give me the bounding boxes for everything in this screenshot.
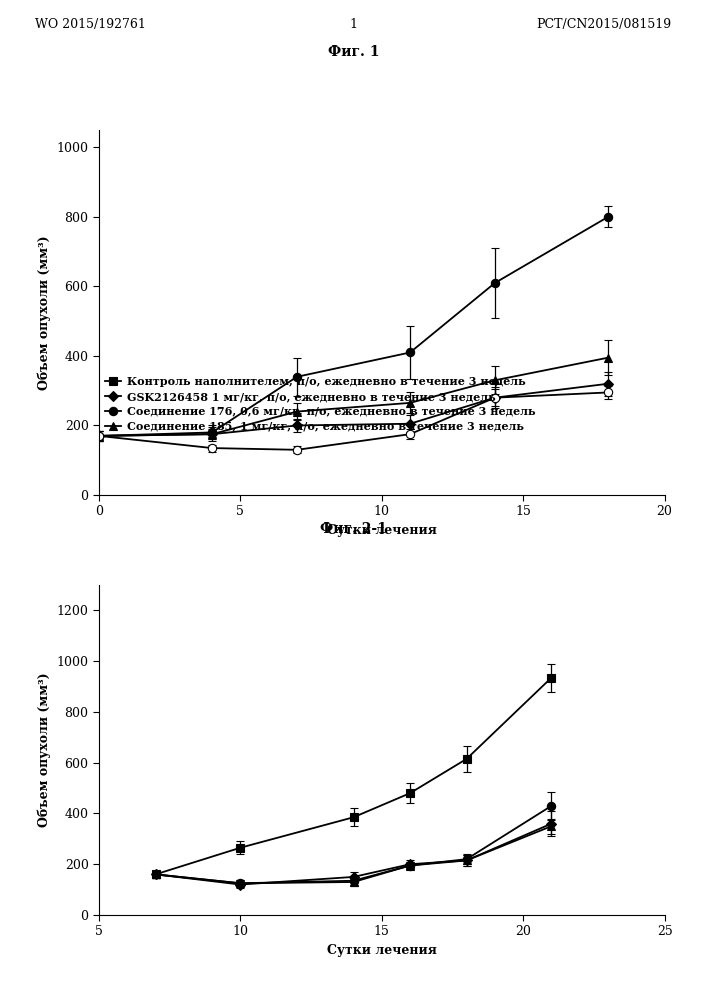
X-axis label: Сутки лечения: Сутки лечения bbox=[327, 944, 437, 957]
Y-axis label: Объем опухоли (мм³): Объем опухоли (мм³) bbox=[37, 673, 51, 827]
Text: WO 2015/192761: WO 2015/192761 bbox=[35, 18, 146, 31]
Y-axis label: Объем опухоли (мм³): Объем опухоли (мм³) bbox=[37, 235, 51, 390]
Legend: Контроль наполнителем, п/о, ежедневно в течение 3 недель, GSK2126458 1 мг/кг, п/: Контроль наполнителем, п/о, ежедневно в … bbox=[105, 376, 535, 432]
Text: Фиг. 2-1: Фиг. 2-1 bbox=[320, 522, 387, 536]
Text: 1: 1 bbox=[349, 18, 358, 31]
Text: Фиг. 1: Фиг. 1 bbox=[328, 45, 379, 59]
Text: PCT/CN2015/081519: PCT/CN2015/081519 bbox=[537, 18, 672, 31]
X-axis label: Сутки лечения: Сутки лечения bbox=[327, 524, 437, 537]
